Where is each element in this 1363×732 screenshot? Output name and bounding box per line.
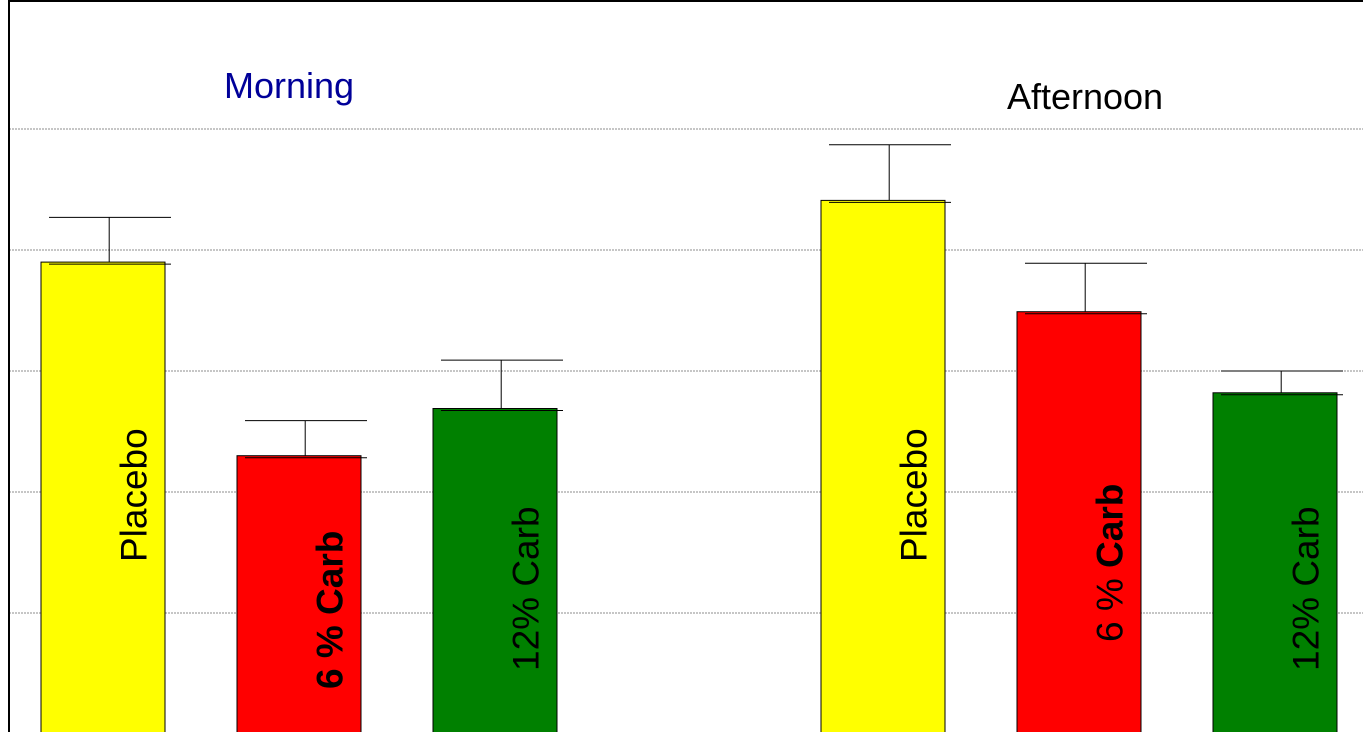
bar-label: 6 % Carb [1089, 484, 1130, 642]
error-bars [49, 144, 1343, 459]
group-title-morning: Morning [224, 65, 354, 106]
bar-label-part: Placebo [893, 428, 934, 562]
bar-label-part: Carb [1089, 484, 1130, 568]
bar [40, 261, 166, 732]
bar-label-part: 12% Carb [505, 506, 546, 671]
bar-labels: Placebo 6 % Carb 12% Carb Placebo 6 % Carb 12… [113, 428, 1326, 689]
bar-label: Placebo [893, 428, 934, 562]
group-titles: Morning Afternoon [224, 65, 1163, 117]
bar-label: 12% Carb [505, 506, 546, 671]
group-title-afternoon: Afternoon [1007, 76, 1163, 117]
bar-label: 6 % Carb [309, 531, 350, 689]
bar [432, 408, 558, 732]
plot-frame [8, 0, 1363, 732]
bars [40, 199, 1338, 732]
bar [820, 199, 946, 732]
bar [1212, 392, 1338, 732]
bar [1016, 311, 1142, 732]
bar-label-part: Placebo [113, 428, 154, 562]
gridlines [9, 128, 1363, 614]
bar-label-part: 6 % Carb [309, 531, 350, 689]
bar-label-part: 6 % [1089, 568, 1130, 642]
bar-label-part: 12% Carb [1285, 506, 1326, 671]
bar-label: 12% Carb [1285, 506, 1326, 671]
bar-label: Placebo [113, 428, 154, 562]
bar [236, 455, 362, 732]
